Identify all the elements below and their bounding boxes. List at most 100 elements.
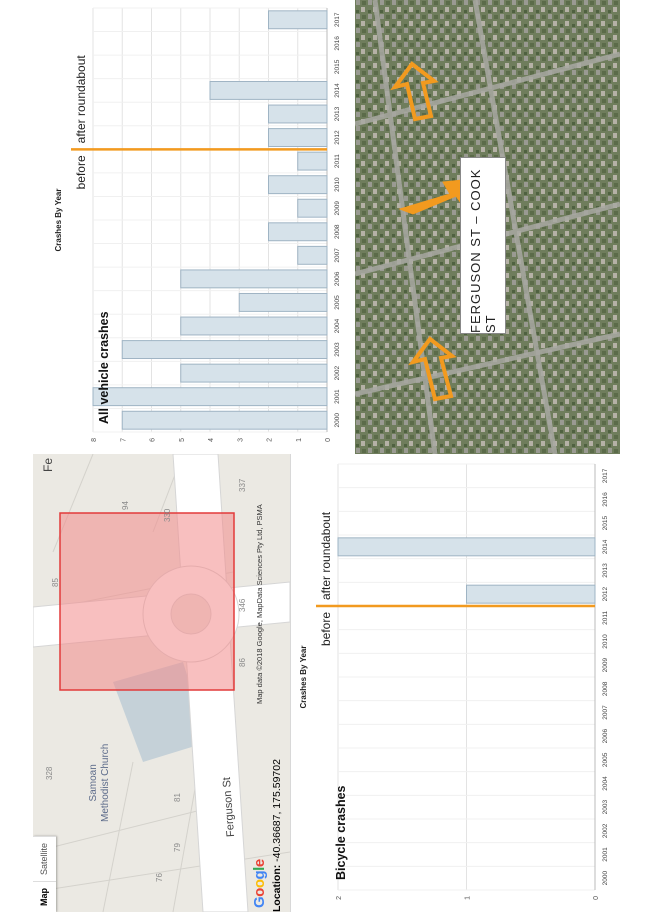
bar (268, 104, 328, 124)
y-tick-label: 1 (465, 896, 472, 900)
all-vehicle-crash-chart: Crashes By Year 0 1 2 3 4 5 6 7 8 2000 2001 2002 2003… (54, 7, 341, 442)
x-tick-label: 2013 (334, 106, 341, 121)
y-tick-label: 7 (120, 438, 127, 442)
x-tick-label: 2009 (334, 201, 341, 216)
bar (466, 584, 596, 604)
x-tick-label: 2005 (602, 752, 609, 767)
house-number: 328 (45, 766, 54, 780)
google-logo-e: e (251, 859, 268, 868)
x-tick-label: 2007 (602, 705, 609, 720)
x-tick-label: 2001 (602, 847, 609, 862)
before-label: before (319, 612, 333, 646)
bar (121, 410, 328, 430)
map-surface[interactable]: Map Satellite Samoan Methodist Church Fe… (33, 454, 290, 912)
x-tick-label: 2017 (602, 468, 609, 483)
map-graphics (33, 454, 290, 912)
tab-satellite[interactable]: Satellite (33, 835, 56, 881)
y-tick-label: 2 (267, 438, 274, 442)
bar (209, 80, 328, 100)
location-readout: Location: -40.36687, 175.59702 (271, 759, 283, 912)
house-number: 76 (155, 873, 164, 882)
y-tick-label: 4 (208, 438, 215, 442)
bar (268, 175, 328, 195)
google-logo-o1: o (251, 888, 268, 897)
x-tick-label: 2004 (602, 776, 609, 791)
x-tick-label: 2009 (602, 658, 609, 673)
crash-area-highlight (59, 512, 235, 691)
bar (297, 198, 328, 218)
bar (180, 316, 328, 336)
x-tick-label: 2007 (334, 248, 341, 263)
house-number: 85 (51, 578, 60, 587)
location-label: Location: (271, 864, 283, 912)
x-tick-label: 2011 (334, 154, 341, 168)
house-number: 79 (173, 843, 182, 852)
house-number: 330 (163, 508, 172, 522)
arrow-outline-right (390, 61, 439, 122)
bar (92, 387, 328, 407)
x-tick-label: 2004 (334, 318, 341, 333)
x-tick-label: 2015 (602, 516, 609, 531)
before-label: before (74, 155, 88, 189)
bar (238, 292, 328, 312)
x-tick-label: 2001 (334, 389, 341, 404)
church-label-line2: Methodist Church (100, 743, 111, 822)
house-number: 337 (238, 478, 247, 492)
chart-title: Crashes By Year (54, 188, 63, 251)
y-tick-label: 8 (91, 438, 98, 442)
map-panel: Map Satellite Samoan Methodist Church Fe… (33, 454, 291, 912)
google-logo-l: l (251, 867, 268, 871)
y-tick-label: 0 (593, 896, 600, 900)
x-tick-label: 2002 (602, 823, 609, 838)
location-value: -40.36687, 175.59702 (271, 759, 283, 862)
google-logo: Google (251, 859, 268, 908)
x-tick-label: 2003 (334, 342, 341, 357)
street-label-partial: Fe (41, 457, 55, 472)
x-tick-label: 2013 (602, 563, 609, 578)
google-logo-o2: o (251, 879, 268, 889)
bicycle-chart-panel: Crashes By Year 0 1 2 2000 2001 2002 2003 2004 20… (290, 454, 620, 912)
all-vehicle-chart-panel: Crashes By Year 0 1 2 3 4 5 6 7 8 2000 2001 2002 2003… (33, 0, 355, 454)
y-tick-label: 3 (237, 438, 244, 442)
bar (268, 222, 328, 242)
church-label-line1: Samoan (88, 764, 99, 802)
satellite-panel: FERGUSON ST – COOK ST (355, 0, 620, 454)
tab-map[interactable]: Map (33, 881, 56, 912)
arrow-outline-left (408, 336, 457, 402)
map-type-tabs: Map Satellite (33, 835, 56, 912)
intersection-caption: FERGUSON ST – COOK ST (460, 157, 506, 334)
church-label: Samoan Methodist Church (88, 744, 112, 822)
x-tick-label: 2016 (334, 36, 341, 51)
x-tick-label: 2015 (334, 59, 341, 74)
x-tick-label: 2017 (334, 12, 341, 27)
bar (297, 151, 328, 171)
google-logo-g: G (251, 896, 268, 908)
x-tick-label: 2006 (602, 729, 609, 744)
house-number: 346 (238, 598, 247, 612)
map-attribution: Map data ©2018 Google, MapData Sciences … (255, 504, 264, 704)
bar (268, 10, 328, 30)
bar (268, 128, 328, 148)
bar (180, 269, 328, 289)
x-tick-label: 2003 (602, 800, 609, 815)
x-tick-label: 2000 (334, 413, 341, 428)
x-tick-label: 2010 (334, 177, 341, 192)
bar (297, 245, 328, 265)
chart-annotation: All vehicle crashes (97, 311, 111, 424)
house-number: 94 (121, 501, 130, 510)
x-tick-label: 2011 (602, 610, 609, 624)
x-tick-label: 2014 (334, 83, 341, 98)
x-tick-label: 2016 (602, 492, 609, 507)
y-tick-label: 6 (150, 438, 157, 442)
chart-annotation: Bicycle crashes (334, 785, 348, 880)
x-tick-label: 2002 (334, 366, 341, 381)
y-tick-label: 1 (296, 438, 303, 442)
x-tick-label: 2008 (334, 224, 341, 239)
y-tick-label: 5 (179, 438, 186, 442)
bar (337, 537, 596, 557)
chart-title: Crashes By Year (299, 645, 308, 708)
house-number: 81 (173, 793, 182, 802)
x-tick-label: 2008 (602, 681, 609, 696)
x-tick-label: 2006 (334, 271, 341, 286)
x-tick-label: 2010 (602, 634, 609, 649)
